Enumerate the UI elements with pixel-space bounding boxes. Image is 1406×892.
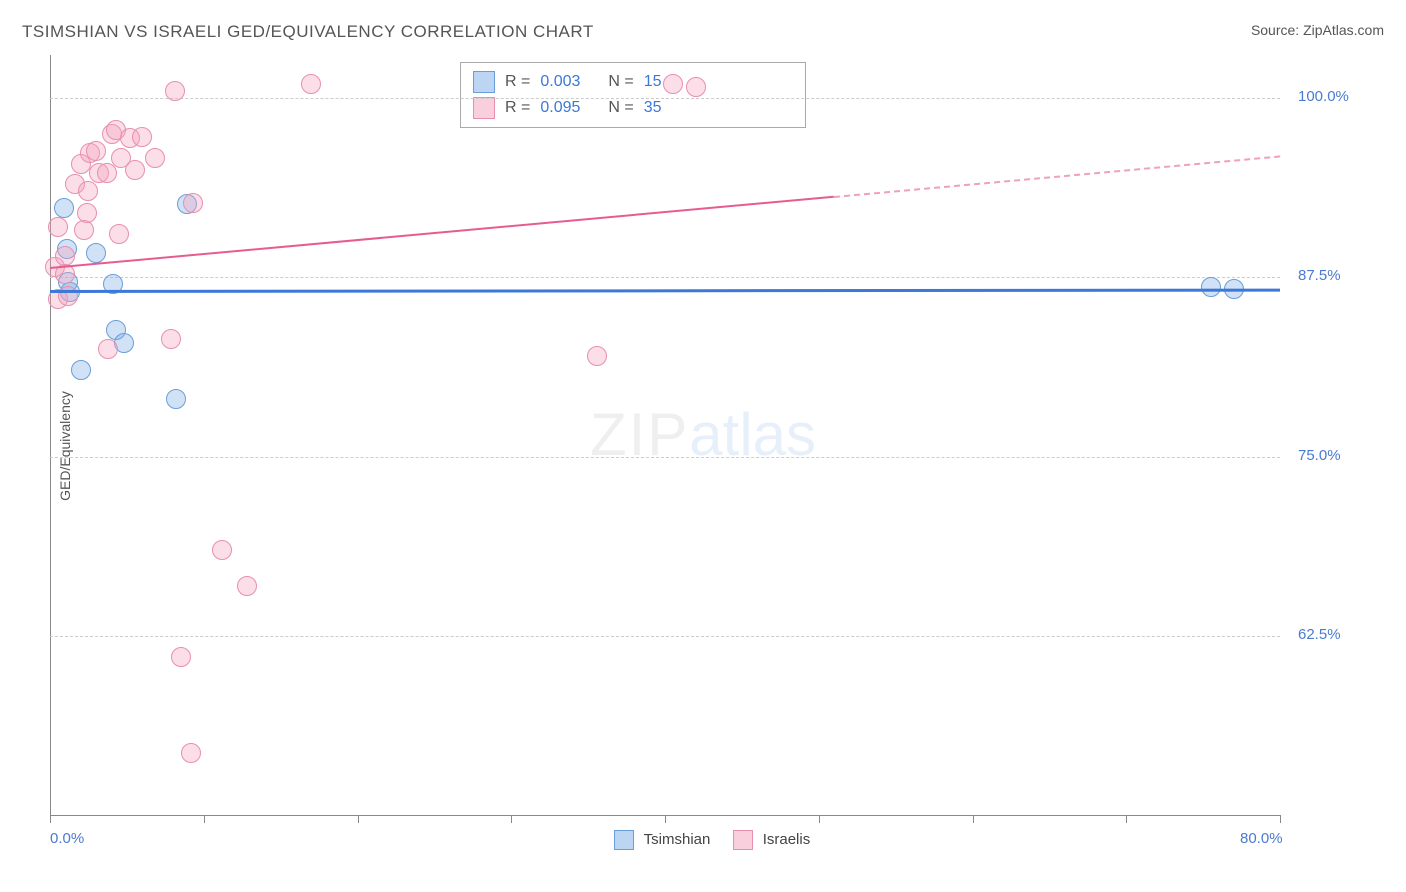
y-tick-label: 62.5%: [1298, 626, 1341, 643]
y-tick-label: 87.5%: [1298, 267, 1341, 284]
scatter-point-israelis: [171, 647, 191, 667]
scatter-point-israelis: [77, 203, 97, 223]
chart-title: TSIMSHIAN VS ISRAELI GED/EQUIVALENCY COR…: [22, 22, 594, 42]
scatter-point-israelis: [55, 246, 75, 266]
scatter-point-israelis: [58, 286, 78, 306]
scatter-point-israelis: [111, 148, 131, 168]
scatter-point-israelis: [86, 141, 106, 161]
x-tick-label: 80.0%: [1240, 830, 1283, 847]
scatter-point-israelis: [181, 743, 201, 763]
scatter-point-israelis: [183, 193, 203, 213]
scatter-point-israelis: [74, 220, 94, 240]
scatter-point-israelis: [78, 181, 98, 201]
x-tick: [204, 815, 205, 823]
scatter-point-israelis: [145, 148, 165, 168]
scatter-point-tsimshian: [86, 243, 106, 263]
legend-label-israelis: Israelis: [763, 831, 811, 848]
n-value: 15: [644, 69, 662, 95]
x-tick: [1126, 815, 1127, 823]
scatter-point-israelis: [48, 217, 68, 237]
scatter-point-israelis: [212, 540, 232, 560]
x-tick: [358, 815, 359, 823]
scatter-point-israelis: [587, 346, 607, 366]
swatch-blue-icon: [614, 830, 634, 850]
scatter-point-israelis: [98, 339, 118, 359]
scatter-point-israelis: [132, 127, 152, 147]
scatter-point-israelis: [686, 77, 706, 97]
scatter-point-israelis: [161, 329, 181, 349]
scatter-point-tsimshian: [166, 389, 186, 409]
gridline: [50, 98, 1280, 99]
r-value: 0.003: [540, 69, 580, 95]
x-tick: [511, 815, 512, 823]
r-label: R =: [505, 69, 530, 95]
x-tick: [665, 815, 666, 823]
x-tick: [819, 815, 820, 823]
correlation-legend: R = 0.003 N = 15 R = 0.095 N = 35: [460, 62, 806, 128]
gridline: [50, 636, 1280, 637]
legend-row-tsimshian: R = 0.003 N = 15: [473, 69, 793, 95]
scatter-point-israelis: [663, 74, 683, 94]
source-label: Source: ZipAtlas.com: [1251, 22, 1384, 38]
gridline: [50, 277, 1280, 278]
scatter-point-tsimshian: [54, 198, 74, 218]
swatch-pink-icon: [733, 830, 753, 850]
n-label: N =: [608, 69, 633, 95]
scatter-point-israelis: [301, 74, 321, 94]
scatter-point-tsimshian: [71, 360, 91, 380]
swatch-pink-icon: [473, 97, 495, 119]
series-legend: Tsimshian Israelis: [0, 830, 1406, 850]
swatch-blue-icon: [473, 71, 495, 93]
x-tick: [973, 815, 974, 823]
x-tick-label: 0.0%: [50, 830, 84, 847]
x-tick: [50, 815, 51, 823]
plot-area: [50, 55, 1281, 816]
scatter-point-israelis: [165, 81, 185, 101]
x-tick: [1280, 815, 1281, 823]
scatter-point-israelis: [109, 224, 129, 244]
y-tick-label: 100.0%: [1298, 88, 1349, 105]
scatter-point-tsimshian: [1201, 277, 1221, 297]
gridline: [50, 457, 1280, 458]
legend-label-tsimshian: Tsimshian: [644, 831, 711, 848]
scatter-point-israelis: [237, 576, 257, 596]
y-tick-label: 75.0%: [1298, 447, 1341, 464]
